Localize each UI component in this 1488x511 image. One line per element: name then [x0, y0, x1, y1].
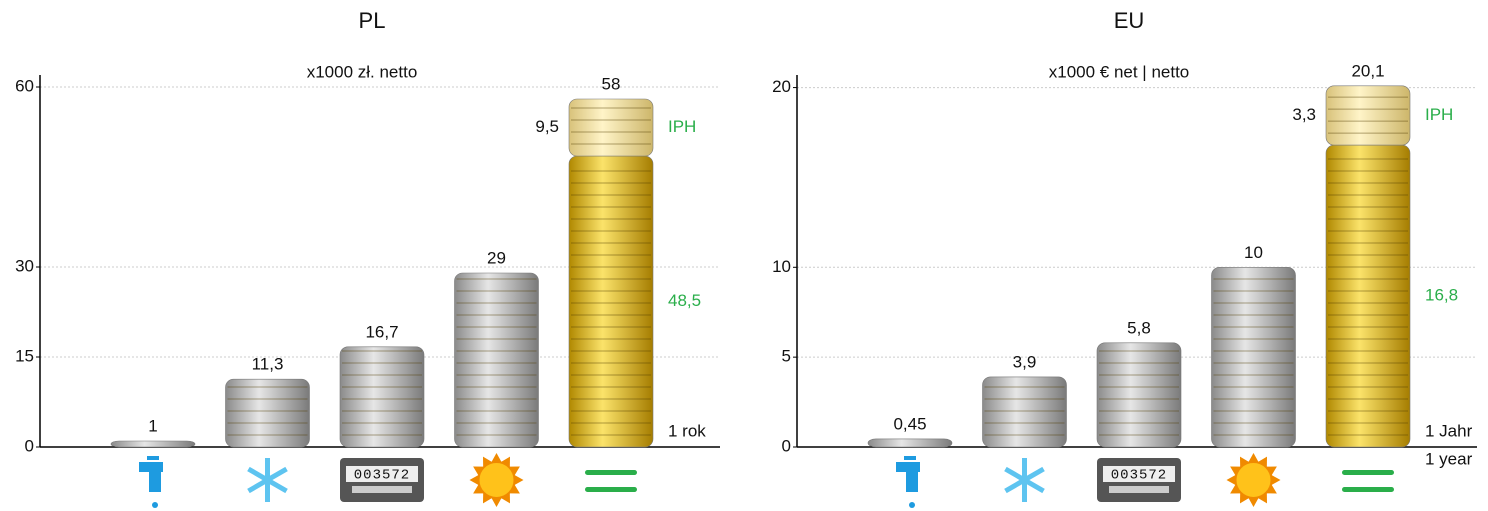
coin-stack: [339, 346, 425, 448]
segment-label: 16,8: [1425, 286, 1458, 305]
icon-sun-ray: [469, 475, 479, 485]
icon-drop: [909, 502, 915, 508]
icon-sun-ray: [483, 493, 492, 504]
icon-sun-ray: [1240, 456, 1249, 467]
icon-equals: [585, 470, 637, 475]
icon-sun-ray: [1248, 498, 1259, 507]
icon-sun-ray: [501, 493, 510, 504]
icon-sun-ray: [1230, 466, 1241, 476]
icon-sun-ray: [1258, 493, 1267, 504]
icon-sun-ray: [1248, 453, 1259, 462]
coin-stack: [982, 376, 1067, 448]
y-tick-label: 20: [772, 77, 791, 96]
y-tick-label: 30: [15, 256, 34, 275]
period-label: 1 year: [1425, 449, 1473, 468]
icon-equals: [585, 487, 637, 492]
y-tick-label: 10: [772, 257, 791, 276]
icon-faucet: [147, 456, 159, 460]
meter-digits: 003572: [354, 468, 410, 484]
icon-sun: [1234, 461, 1273, 499]
meter-digits: 003572: [1111, 468, 1167, 484]
total-label: 58: [602, 74, 621, 93]
period-label: 1 Jahr: [1425, 421, 1473, 440]
y-tick-label: 60: [15, 76, 34, 95]
icon-sun-ray: [491, 498, 502, 507]
value-label: 5,8: [1127, 318, 1151, 337]
icon-drop: [152, 502, 158, 508]
segment-label: 3,3: [1292, 105, 1316, 124]
icon-sun-ray: [491, 453, 502, 462]
coin-stack: [1325, 85, 1411, 146]
coin-stack: [110, 440, 196, 448]
icon-sun-ray: [1239, 493, 1249, 504]
icon-sun-ray: [473, 484, 484, 494]
subtitle: x1000 € net | netto: [1049, 62, 1190, 81]
icon-sun-ray: [1226, 475, 1236, 485]
y-tick-label: 0: [25, 436, 34, 455]
icon-sun-ray: [514, 475, 524, 485]
value-label: 29: [487, 248, 506, 267]
segment-label: 48,5: [668, 291, 701, 310]
total-label: 20,1: [1351, 61, 1384, 80]
value-label: 10: [1244, 243, 1263, 262]
icon-sun-ray: [473, 466, 484, 476]
value-label: 3,9: [1013, 352, 1037, 371]
value-label: 0,45: [893, 414, 926, 433]
icon-meter: [352, 486, 412, 493]
segment-label: 9,5: [535, 117, 559, 136]
y-tick-label: 5: [782, 347, 791, 366]
icon-snowflake: [1004, 466, 1045, 494]
icon-faucet: [896, 462, 920, 472]
coin-stack: [1325, 144, 1411, 448]
icon-sun: [477, 461, 516, 499]
icon-faucet: [904, 456, 916, 460]
icon-sun-ray: [501, 456, 510, 467]
period-label: 1 rok: [668, 421, 706, 440]
coin-stack: [1096, 342, 1182, 448]
value-label: 1: [148, 416, 157, 435]
coin-stack: [454, 272, 539, 448]
segment-name: IPH: [1425, 105, 1453, 124]
segment-name: IPH: [668, 117, 696, 136]
icon-faucet: [906, 472, 918, 492]
icon-sun-ray: [1271, 475, 1281, 485]
coin-stack: [568, 155, 654, 448]
icon-meter: [1109, 486, 1169, 493]
coin-stack: [867, 438, 953, 448]
coin-stack: [568, 98, 654, 157]
icon-sun-ray: [1230, 484, 1241, 494]
icon-equals: [1342, 470, 1394, 475]
coin-stack: [225, 378, 310, 448]
y-tick-label: 15: [15, 346, 34, 365]
icon-sun-ray: [509, 466, 520, 476]
icon-faucet: [139, 462, 163, 472]
chart-title: EU: [1114, 8, 1145, 33]
chart-title: PL: [359, 8, 386, 33]
value-label: 11,3: [252, 355, 284, 374]
value-label: 16,7: [365, 322, 398, 341]
icon-meter: [1103, 466, 1175, 482]
subtitle: x1000 zł. netto: [307, 62, 418, 81]
icon-sun-ray: [509, 484, 520, 494]
icon-snowflake: [247, 466, 288, 494]
icon-faucet: [149, 472, 161, 492]
icon-equals: [1342, 487, 1394, 492]
icon-sun-ray: [1266, 466, 1277, 476]
icon-meter: [346, 466, 418, 482]
coin-stack: [1211, 266, 1296, 448]
y-tick-label: 0: [782, 436, 791, 455]
icon-sun-ray: [483, 456, 492, 467]
icon-sun-ray: [1258, 456, 1267, 467]
icon-sun-ray: [1266, 484, 1277, 494]
